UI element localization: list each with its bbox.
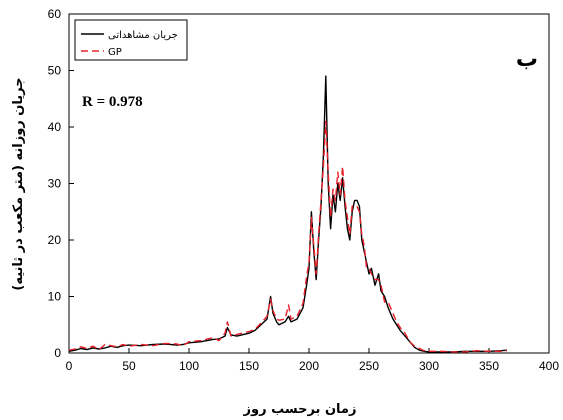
y-axis-title: جریان روزانه (متر مکعب در ثانیه) — [11, 77, 26, 290]
series-layer — [68, 75, 508, 353]
legend-label-observed: جریان مشاهداتی — [108, 30, 178, 41]
x-axis-title: زمان برحسب روز — [243, 402, 357, 417]
x-tick-label: 100 — [179, 359, 199, 373]
correlation-annotation: R = 0.978 — [82, 94, 143, 110]
x-tick-label: 350 — [479, 359, 499, 373]
x-tick-label: 400 — [539, 359, 559, 373]
axis-ticks — [68, 13, 550, 354]
plot-area — [68, 13, 550, 354]
x-tick-label: 250 — [359, 359, 379, 373]
x-tick-label: 300 — [419, 359, 439, 373]
y-tick-label: 0 — [54, 346, 61, 360]
panel-letter: ب — [516, 47, 538, 72]
y-tick-label: 50 — [48, 64, 62, 78]
y-tick-label: 10 — [48, 290, 62, 304]
x-tick-label: 0 — [66, 359, 73, 373]
tick-labels: 0 50 100 150 200 250 300 350 400 0 10 20 30 40 50 60 — [48, 7, 560, 373]
legend-label-gp: GP — [108, 47, 122, 58]
y-tick-label: 60 — [48, 7, 62, 21]
y-tick-label: 20 — [48, 233, 62, 247]
x-tick-label: 150 — [239, 359, 259, 373]
x-tick-label: 50 — [122, 359, 136, 373]
legend: جریان مشاهداتی GP — [74, 19, 188, 61]
x-tick-label: 200 — [299, 359, 319, 373]
y-tick-label: 30 — [48, 177, 62, 191]
legend-box — [74, 19, 188, 61]
series-line-gp — [68, 120, 508, 353]
y-tick-label: 40 — [48, 120, 62, 134]
